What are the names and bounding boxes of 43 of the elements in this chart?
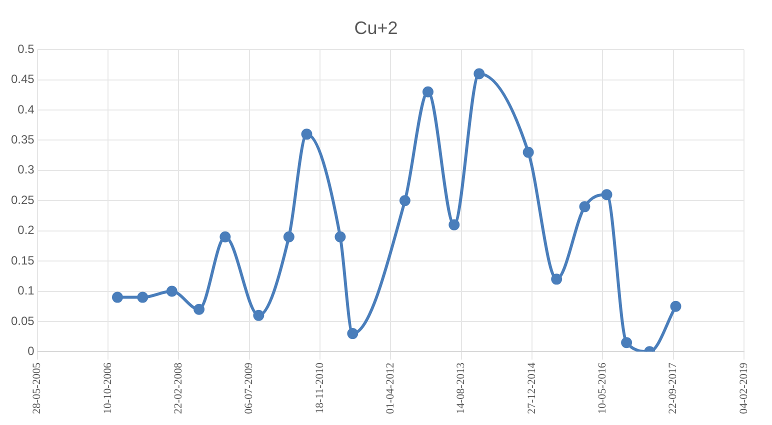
y-tick-label: 0.05 <box>10 314 35 328</box>
point <box>137 292 148 303</box>
point <box>579 201 590 212</box>
point <box>194 304 205 315</box>
x-tick-label: 06-07-2009 <box>243 362 256 414</box>
point <box>220 231 231 242</box>
point <box>601 189 612 200</box>
point <box>334 231 346 242</box>
y-tick-label: 0.15 <box>10 253 35 268</box>
y-tick-label: 0.5 <box>18 42 35 56</box>
y-tick-label: 0.25 <box>10 192 35 207</box>
point <box>253 310 264 321</box>
point <box>474 68 485 80</box>
point <box>670 300 682 312</box>
y-tick-label: 0.3 <box>18 162 35 177</box>
point <box>551 274 562 285</box>
y-tick-label: 0.2 <box>18 223 35 238</box>
point <box>283 231 294 242</box>
x-tick-label: 18-11-2010 <box>314 362 326 414</box>
x-tick-label: 27-12-2014 <box>526 362 538 414</box>
point <box>422 86 434 98</box>
y-tick-label: 0 <box>28 344 35 358</box>
x-tick-label: 10-05-2016 <box>596 362 609 414</box>
point <box>522 146 534 158</box>
x-tick-label: 22-09-2017 <box>667 362 680 414</box>
y-tick-label: 0.35 <box>10 132 35 147</box>
y-tick-label: 0.45 <box>10 72 35 86</box>
y-tick-label: 0.1 <box>18 284 35 298</box>
point <box>448 219 460 230</box>
x-tick-label: 22-02-2008 <box>172 362 185 414</box>
point <box>621 337 632 348</box>
point <box>347 328 358 340</box>
chart-title: Cu+2 <box>354 18 398 38</box>
point <box>399 195 410 206</box>
point <box>301 128 312 140</box>
point <box>166 286 178 297</box>
y-tick-label: 0.4 <box>18 102 35 116</box>
x-tick-label: 04-02-2019 <box>738 362 750 414</box>
x-tick-label: 01-04-2012 <box>384 362 397 414</box>
x-tick-label: 10-10-2006 <box>102 362 114 414</box>
point <box>112 292 123 303</box>
x-tick-label: 14-08-2013 <box>455 362 468 414</box>
x-tick-label: 28-05-2005 <box>31 362 44 414</box>
